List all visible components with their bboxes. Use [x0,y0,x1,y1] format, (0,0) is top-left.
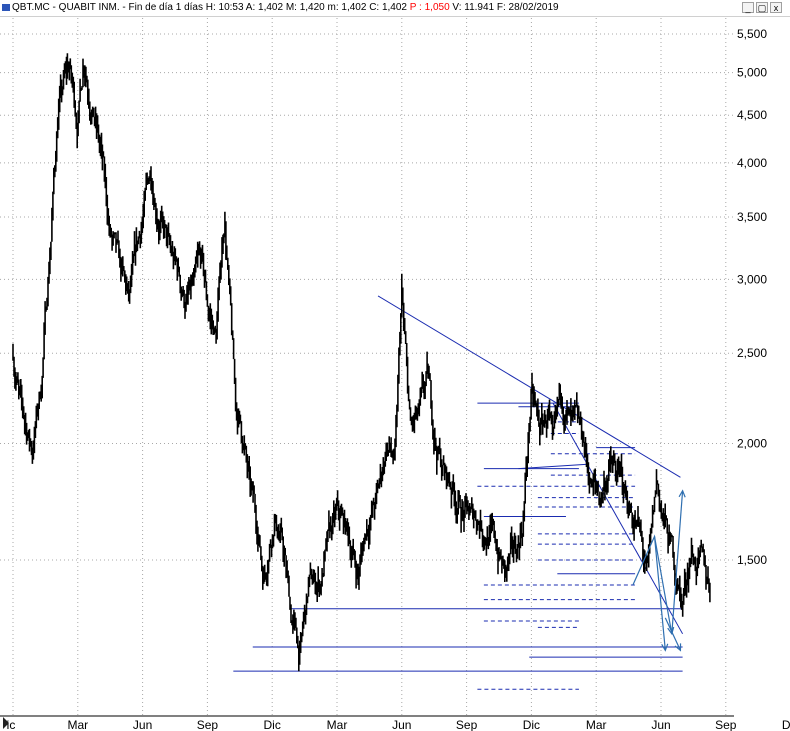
y-tick-label: 5,000 [737,66,767,80]
x-tick-label: Sep [456,718,478,731]
x-tick-label: Mar [67,718,88,731]
y-tick-label: 3,500 [737,210,767,224]
y-tick-label: 2,000 [737,437,767,451]
x-tick-label: Sep [715,718,737,731]
x-tick-label: Mar [327,718,348,731]
y-tick-label: 3,000 [737,272,767,286]
x-tick-label: Jun [133,718,152,731]
projection-arrows [632,489,686,652]
projection-arrow [664,617,681,651]
trendlines [377,295,684,635]
x-tick-label: Dic [523,718,540,731]
arrow-head [678,489,686,498]
arrow-head [661,643,669,652]
trendline [518,463,588,470]
trendline [377,295,681,478]
x-tick-label: Dic [782,718,790,731]
title-change-value: P : 1,050 [409,2,450,13]
projection-arrow [653,536,666,651]
chart-grid [0,18,734,716]
close-button[interactable]: x [770,2,782,13]
window-title: QBT.MC - QUABIT INM. - Fin de día 1 días… [12,2,559,13]
title-quote-info: QBT.MC - QUABIT INM. - Fin de día 1 días… [12,2,410,13]
y-tick-label: 4,500 [737,108,767,122]
x-tick-label: Sep [197,718,219,731]
arrow-head [674,643,682,652]
x-tick-label: ic [7,718,16,731]
chart-app-icon[interactable] [2,4,10,11]
y-axis-labels: 1,500 2,000 2,500 3,000 3,500 4,000 4,500 5,000… [737,27,767,567]
y-tick-label: 2,500 [737,346,767,360]
y-tick-label: 5,500 [737,27,767,41]
projection-arrow [671,490,684,634]
x-tick-label: Jun [651,718,670,731]
title-volume-date: V: 11.941 F: 28/02/2019 [449,2,559,13]
x-tick-label: Mar [586,718,607,731]
x-axis-labels: icMarJunSepDicMarJunSepDicMarJunSepDicMa… [7,718,790,731]
y-tick-label: 4,000 [737,156,767,170]
window-title-bar: QBT.MC - QUABIT INM. - Fin de día 1 días… [0,0,790,17]
maximize-button[interactable]: ▢ [756,2,768,13]
y-tick-label: 1,500 [737,553,767,567]
price-series [12,53,711,672]
trendline [552,402,684,635]
x-tick-label: Dic [264,718,281,731]
price-line [12,53,711,672]
x-tick-label: Jun [392,718,411,731]
scroll-left-icon [3,717,9,729]
minimize-button[interactable]: _ [742,2,754,13]
